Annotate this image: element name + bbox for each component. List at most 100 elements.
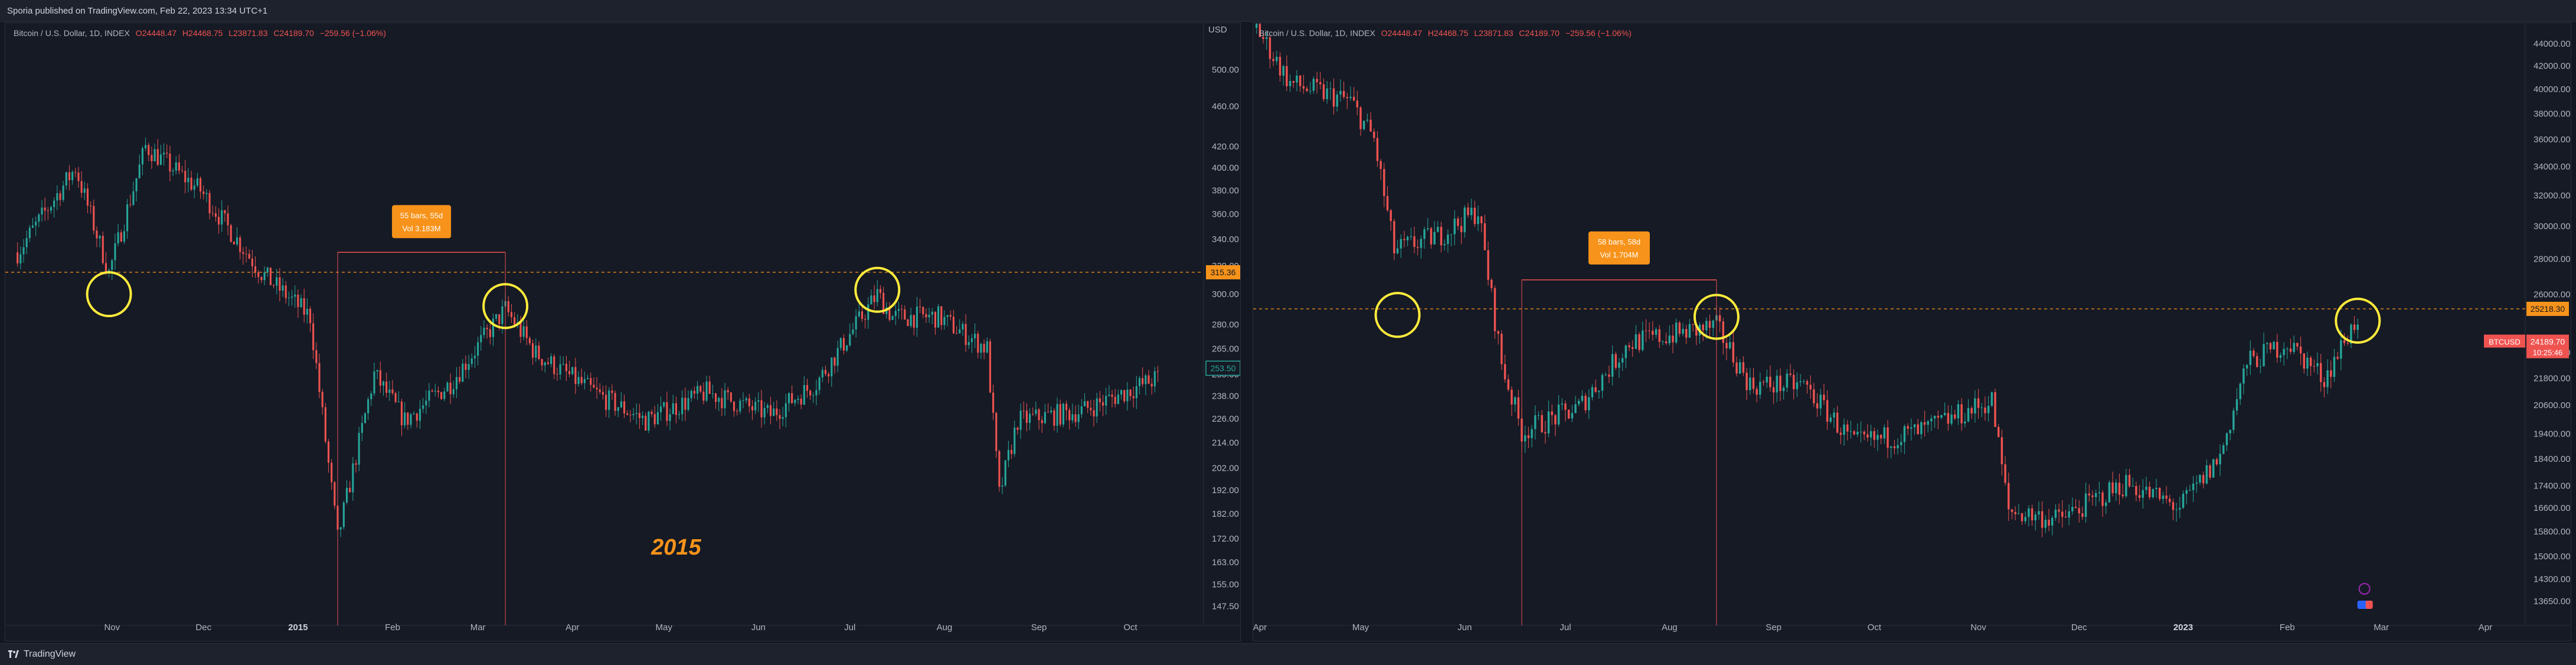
candle-body [230,225,232,242]
candle-body [727,390,729,393]
candle-body [1608,374,1610,377]
candle-body [233,242,235,245]
candle-body [632,413,635,416]
candle-body [294,294,296,297]
candle-body [1839,432,1842,435]
flag-icon[interactable] [2365,601,2373,609]
candle-body [282,285,284,291]
candle-body [2165,496,2168,499]
candle-body [1497,331,1499,334]
candle-body [102,236,104,263]
candle-body [1987,406,1990,413]
candle-body [17,252,19,264]
candle-body [766,405,769,408]
candle-body [315,350,318,363]
candle-body [833,357,836,366]
candle-body [361,423,363,433]
candle-body [44,207,46,211]
price-badge-label: 315.36 [1211,268,1236,277]
candle-body [1148,375,1150,384]
candle-body [867,304,869,320]
x-month-label: Mar [2374,622,2389,633]
candle-body [1359,107,1362,129]
candle-body [1437,227,1439,232]
candle-body [2239,383,2241,399]
candle-body [1614,354,1617,368]
candle-body [309,308,312,324]
y-tick-label: 15800.00 [2533,527,2571,537]
candle-body [1849,431,1852,432]
event-icon[interactable] [2358,583,2371,595]
candle-body [2185,490,2188,494]
candle-body [132,191,135,205]
y-tick-label: 155.00 [1212,579,1239,589]
candle-body [949,315,952,317]
y-tick-label: 238.00 [1212,391,1239,401]
candle-body [1053,410,1055,426]
candle-body [312,323,315,350]
candle-body [462,363,464,382]
candle-body [1126,389,1129,402]
candle-body [327,441,330,463]
candle-body [1642,330,1644,350]
candle-body [1080,406,1083,415]
candle-body [2054,509,2057,518]
candle-body [2024,517,2026,521]
candle-body [1477,216,1479,224]
candle-body [1032,413,1034,415]
candle-body [623,401,626,413]
y-tick-label: 40000.00 [2533,84,2571,94]
candle-body [1016,428,1019,430]
candle-body [1974,398,1976,414]
chart-panel-right[interactable]: 44000.00 42000.00 40000.00 38000.00 36000.00… [1253,22,2571,641]
chart-svg-right[interactable]: 44000.00 42000.00 40000.00 38000.00 36000.00… [1253,23,2571,641]
candle-body [1050,410,1052,413]
last-price-badge [2526,334,2569,358]
candle-body [1957,404,1960,419]
candle-body [800,399,802,405]
candle-body [1889,446,1892,448]
y-tick-label: 14300.00 [2533,575,2571,585]
candle-body [1813,389,1815,403]
candle-body [1685,328,1688,338]
candle-body [648,412,650,431]
candle-body [391,389,394,393]
candle-body [1937,416,1940,418]
candle-body [541,359,543,366]
candle-body [373,371,375,394]
candle-body [967,342,970,345]
x-month-label: Jul [1560,622,1571,633]
candle-body [2253,350,2255,356]
candle-body [705,381,708,401]
candle-body [815,390,818,396]
tradingview-logo-icon [8,650,19,658]
candle-body [1276,57,1278,61]
candle-body [1829,417,1832,422]
chart-svg-left[interactable]: 500.00 460.00 420.00 400.00 380.00 360.00 340.… [5,23,1240,641]
candle-body [1453,219,1456,234]
candle-body [1887,427,1889,448]
candle-body [1655,329,1658,335]
candle-body [642,415,644,418]
candle-body [477,342,479,356]
candle-body [888,307,891,320]
candle-body [1789,373,1792,375]
chart-panel-left[interactable]: 500.00 460.00 420.00 400.00 380.00 360.00 340.… [5,22,1241,641]
candle-body [614,393,616,411]
candle-body [379,370,381,386]
candle-body [1430,228,1433,245]
candle-body [510,312,513,318]
candle-body [1142,378,1144,384]
candle-body [2199,475,2201,483]
candle-body [1990,392,1993,406]
candle-body [522,326,525,337]
candle-body [803,384,805,405]
candle-body [1289,81,1292,86]
candle-body [38,214,40,222]
candle-body [2259,366,2262,367]
y-tick-label: 16600.00 [2533,503,2571,513]
candle-body [2323,382,2326,387]
candle-body [1809,384,1812,390]
measure-label-box [392,205,452,239]
candle-body [1843,424,1845,435]
